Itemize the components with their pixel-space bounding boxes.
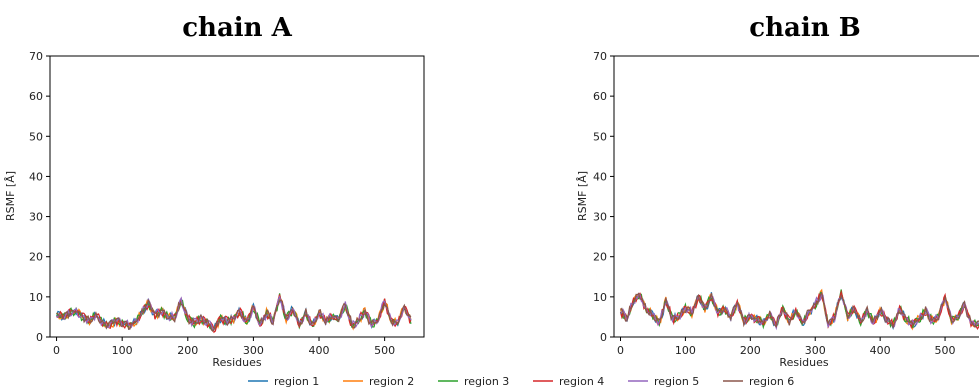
y-tick-label: 70 xyxy=(593,50,607,63)
y-tick-label: 40 xyxy=(593,170,607,183)
x-tick-label: 300 xyxy=(243,344,264,357)
x-tick-label: 500 xyxy=(935,344,956,357)
y-tick-label: 20 xyxy=(593,251,607,264)
legend: region 1 region 2 region 3 region 4 region 5… xyxy=(248,375,794,388)
y-tick-label: 50 xyxy=(29,130,43,143)
series-line-region-6 xyxy=(620,291,979,329)
x-tick-label: 100 xyxy=(675,344,696,357)
y-tick-label: 60 xyxy=(29,90,43,103)
y-tick-label: 10 xyxy=(593,291,607,304)
panel-a-y-ticks: 0 10 20 30 40 50 60 70 xyxy=(29,50,50,344)
y-tick-label: 30 xyxy=(593,211,607,224)
y-tick-label: 20 xyxy=(29,251,43,264)
x-tick-label: 200 xyxy=(177,344,198,357)
y-tick-label: 70 xyxy=(29,50,43,63)
x-tick-label: 0 xyxy=(53,344,60,357)
legend-entry: region 6 xyxy=(749,375,794,388)
panel-b-xlabel: Residues xyxy=(779,356,828,369)
legend-entry: region 5 xyxy=(654,375,699,388)
panel-a-series-lines xyxy=(56,293,412,334)
legend-entry: region 1 xyxy=(274,375,319,388)
y-tick-label: 60 xyxy=(593,90,607,103)
panel-b-ylabel: RSMF [Å] xyxy=(576,171,589,221)
panel-chain-b: chain B 0 10 20 30 40 50 60 70 0 100 200 300 400 500… xyxy=(576,13,979,369)
panel-b-title: chain B xyxy=(749,13,860,43)
y-tick-label: 50 xyxy=(593,130,607,143)
series-line-region-6 xyxy=(56,298,412,333)
x-tick-label: 400 xyxy=(309,344,330,357)
y-tick-label: 0 xyxy=(600,331,607,344)
y-tick-label: 30 xyxy=(29,211,43,224)
panel-b-series-lines xyxy=(619,288,979,331)
panel-a-title: chain A xyxy=(182,13,292,43)
x-tick-label: 0 xyxy=(617,344,624,357)
y-tick-label: 40 xyxy=(29,170,43,183)
panel-a-xlabel: Residues xyxy=(212,356,261,369)
panel-b-x-ticks: 0 100 200 300 400 500 xyxy=(617,337,956,357)
y-tick-label: 10 xyxy=(29,291,43,304)
panel-a-frame xyxy=(49,55,425,338)
panel-chain-a: chain A 0 10 20 30 40 50 60 70 0 100 200 300 400 500… xyxy=(4,13,425,369)
x-tick-label: 400 xyxy=(870,344,891,357)
x-tick-label: 500 xyxy=(374,344,395,357)
x-tick-label: 200 xyxy=(740,344,761,357)
y-tick-label: 0 xyxy=(36,331,43,344)
x-tick-label: 100 xyxy=(112,344,133,357)
panel-b-frame xyxy=(613,55,979,338)
legend-entry: region 3 xyxy=(464,375,509,388)
series-line-region-5 xyxy=(56,295,412,331)
legend-entry: region 4 xyxy=(559,375,604,388)
legend-entry: region 2 xyxy=(369,375,414,388)
panel-b-y-ticks: 0 10 20 30 40 50 60 70 xyxy=(593,50,614,344)
panel-a-ylabel: RSMF [Å] xyxy=(4,171,17,221)
panel-a-x-ticks: 0 100 200 300 400 500 xyxy=(53,337,395,357)
x-tick-label: 300 xyxy=(805,344,826,357)
